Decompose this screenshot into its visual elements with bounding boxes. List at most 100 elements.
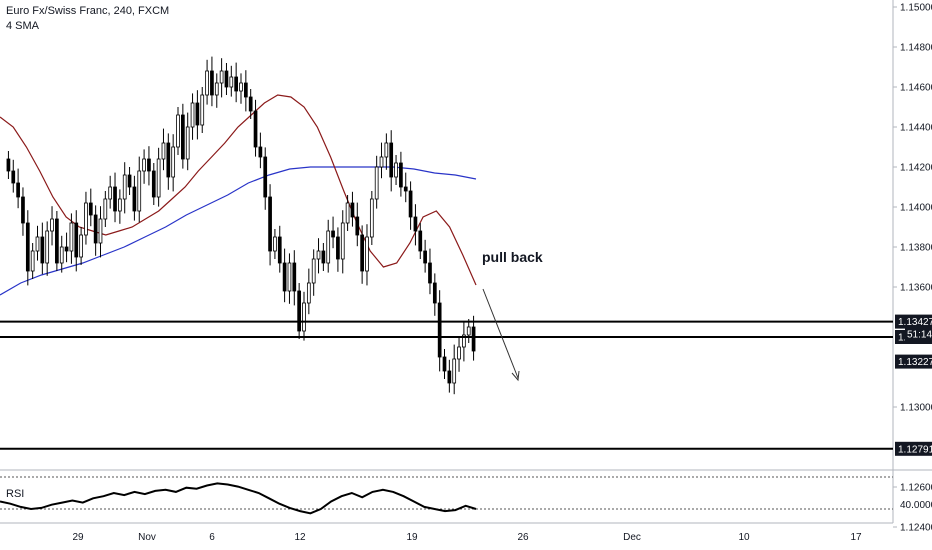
candle <box>331 216 335 249</box>
rsi-line <box>0 482 477 515</box>
countdown-tag: 51:14 <box>905 327 932 341</box>
x-tick-label: 12 <box>294 532 306 543</box>
sma-fast-line <box>0 94 477 286</box>
candle <box>234 62 239 103</box>
y-tick-label: 1.14200 <box>900 163 932 174</box>
candle <box>219 58 224 98</box>
price-axis[interactable]: 1.15000 1.14800 1.14600 1.14400 1.14200 1.140… <box>893 3 932 534</box>
y-tick-label: 1.13000 <box>900 403 932 414</box>
candle <box>79 227 83 265</box>
candle <box>181 103 185 169</box>
candle <box>93 205 98 256</box>
svg-text:1.12791: 1.12791 <box>898 444 932 455</box>
candle <box>384 133 389 170</box>
candle <box>273 229 277 259</box>
candle <box>277 225 282 273</box>
x-tick-label: 10 <box>738 532 750 543</box>
candle <box>374 155 379 209</box>
x-tick-label: 29 <box>72 532 84 543</box>
x-tick-label: Dec <box>623 532 641 543</box>
annotation-pull-back: pull back <box>482 249 543 265</box>
candle <box>25 210 30 286</box>
candle <box>45 221 50 276</box>
svg-text:1.13227: 1.13227 <box>898 357 932 368</box>
candle <box>258 132 263 169</box>
candle <box>336 227 340 272</box>
candle <box>345 195 350 231</box>
y-tick-label: 1.14600 <box>900 83 932 94</box>
candle <box>423 239 427 273</box>
candle <box>176 107 180 155</box>
candle <box>74 210 79 272</box>
candle <box>432 273 437 316</box>
candle <box>64 232 69 263</box>
candle <box>326 219 331 273</box>
candle <box>195 90 200 140</box>
y-tick-label: 1.14400 <box>900 123 932 134</box>
candle <box>297 283 301 339</box>
y-tick-label: 1.14000 <box>900 203 932 214</box>
candle <box>471 315 476 361</box>
candle <box>413 204 418 246</box>
candle <box>55 211 59 271</box>
price-tag: 1.13227 <box>895 354 932 369</box>
candle <box>166 133 171 190</box>
candle <box>239 73 243 104</box>
candle <box>142 149 146 184</box>
candle <box>122 162 127 214</box>
indicator-label: 4 SMA <box>6 20 40 32</box>
rsi-tick-label: 40.0000 <box>900 500 932 511</box>
x-tick-label: 26 <box>517 532 529 543</box>
candle <box>248 89 253 119</box>
candle <box>369 191 374 245</box>
candle <box>403 172 408 203</box>
candle <box>243 70 248 112</box>
x-tick-label: 6 <box>209 532 215 543</box>
x-tick-label: 19 <box>406 532 418 543</box>
y-tick-label: 1.12400 <box>900 523 932 534</box>
candle <box>263 147 268 210</box>
candle <box>292 250 297 306</box>
candle <box>379 142 384 179</box>
candle <box>132 175 137 221</box>
candle <box>447 359 452 393</box>
candle <box>462 322 466 362</box>
projection-arrowhead <box>511 370 520 382</box>
candle <box>389 130 394 192</box>
y-tick-label: 1.14800 <box>900 43 932 54</box>
candle <box>355 202 360 247</box>
candle <box>466 319 471 343</box>
candle <box>21 187 25 236</box>
candle <box>6 151 11 179</box>
candle <box>442 349 447 379</box>
candle <box>360 225 364 284</box>
candle-layer <box>6 56 476 395</box>
candle <box>40 222 45 275</box>
candle <box>224 63 229 95</box>
candle <box>437 290 442 372</box>
x-tick-label: 17 <box>850 532 862 543</box>
candle <box>282 248 287 303</box>
candle <box>113 172 117 223</box>
candle <box>161 128 166 171</box>
candle <box>16 168 20 209</box>
candle <box>399 151 403 197</box>
time-axis[interactable]: 29 Nov 6 12 19 26 Dec 10 17 <box>72 532 862 543</box>
candle <box>84 191 88 245</box>
candle <box>59 235 64 273</box>
candle <box>214 73 219 108</box>
y-tick-label: 1.15000 <box>900 3 932 14</box>
svg-text:1.13427: 1.13427 <box>898 317 932 328</box>
candle <box>127 167 132 195</box>
candle <box>98 206 103 258</box>
rsi-pane <box>0 476 893 515</box>
candle <box>408 181 413 230</box>
y-tick-label: 1.13600 <box>900 283 932 294</box>
candle <box>151 163 156 205</box>
candle <box>108 175 113 209</box>
candle <box>205 59 209 105</box>
candle <box>137 156 142 223</box>
x-tick-label: Nov <box>138 532 156 543</box>
symbol-title: Euro Fx/Swiss Franc, 240, FXCM <box>6 5 170 17</box>
